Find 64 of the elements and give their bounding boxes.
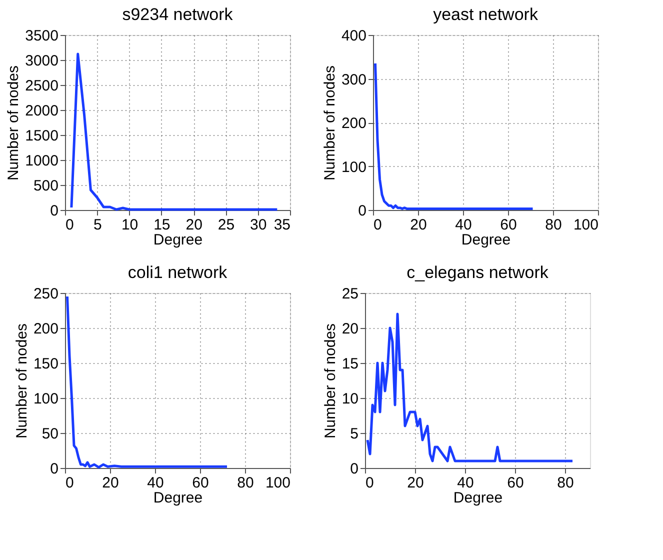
x-tick-label: 0: [374, 216, 382, 234]
x-axis-title: Degree: [153, 232, 203, 248]
y-tick-label: 0: [350, 460, 358, 478]
y-tick-label: 3000: [25, 52, 58, 70]
x-tick-label: 60: [192, 474, 209, 492]
y-tick-label: 300: [341, 71, 366, 88]
chart-title: c_elegans network: [406, 263, 549, 282]
y-tick-label: 0: [358, 202, 366, 220]
chart-title: coli1 network: [128, 263, 228, 282]
x-tick-label: 40: [457, 474, 474, 492]
x-tick-label: 40: [455, 216, 472, 234]
y-tick-label: 25: [342, 286, 358, 302]
x-tick-label: 5: [93, 216, 102, 234]
y-axis-title: Number of nodes: [321, 65, 338, 181]
x-axis-title: Degree: [461, 232, 511, 248]
line-series: [374, 62, 534, 210]
x-tick-label: 80: [237, 474, 254, 492]
y-axis-title: Number of nodes: [13, 323, 30, 439]
line-series: [366, 312, 574, 462]
y-tick-label: 15: [342, 356, 358, 372]
y-tick-label: 10: [342, 390, 358, 408]
y-tick-label: 500: [33, 178, 58, 194]
x-tick-label: 80: [557, 474, 574, 492]
x-tick-label: 25: [218, 216, 235, 234]
y-tick-label: 2500: [25, 78, 58, 94]
x-tick-label: 20: [102, 474, 119, 492]
chart-title: yeast network: [433, 5, 538, 24]
x-tick-label: 30: [250, 216, 267, 234]
x-tick-label: 15: [154, 216, 170, 234]
x-tick-label: 10: [121, 216, 138, 234]
y-tick-label: 250: [33, 286, 58, 302]
y-tick-label: 1500: [25, 128, 58, 144]
y-tick-label: 400: [341, 28, 366, 44]
x-tick-label: 40: [147, 474, 164, 492]
x-tick-label: 20: [407, 474, 424, 492]
x-axis-title: Degree: [153, 490, 203, 506]
y-tick-label: 100: [33, 390, 58, 408]
y-tick-label: 0: [50, 202, 58, 220]
y-tick-label: 50: [42, 426, 58, 442]
y-tick-label: 100: [341, 158, 366, 176]
y-tick-label: 0: [50, 460, 58, 478]
y-tick-label: 1000: [25, 152, 58, 170]
y-tick-label: 5: [350, 426, 358, 442]
x-tick-label: 80: [545, 216, 562, 234]
x-tick-label: 20: [186, 216, 202, 234]
y-tick-label: 150: [33, 356, 58, 372]
x-tick-label: 20: [410, 216, 427, 234]
y-tick-label: 20: [342, 320, 358, 338]
x-tick-label: 60: [507, 474, 524, 492]
x-tick-label: 100: [265, 474, 290, 492]
y-tick-label: 200: [341, 115, 366, 132]
chart-title: s9234 network: [122, 5, 234, 24]
x-tick-label: 100: [573, 216, 598, 234]
x-tick-label: 0: [66, 474, 74, 492]
y-tick-label: 3500: [25, 28, 58, 44]
y-tick-label: 2000: [25, 102, 58, 120]
x-tick-label: 0: [66, 216, 74, 234]
x-tick-label: 60: [500, 216, 517, 234]
line-series: [70, 52, 278, 211]
y-axis-title: Number of nodes: [5, 65, 22, 181]
x-axis-title: Degree: [453, 490, 503, 506]
y-axis-title: Number of nodes: [322, 323, 339, 439]
x-tick-label: 35: [274, 216, 290, 234]
y-tick-label: 200: [33, 320, 58, 338]
